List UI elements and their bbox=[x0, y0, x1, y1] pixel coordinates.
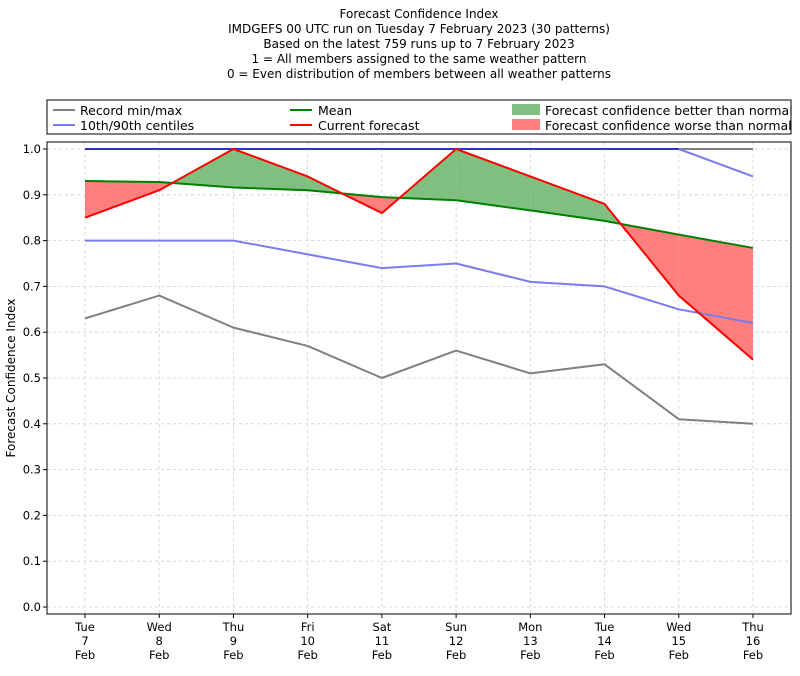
chart-subtitle-zero: 0 = Even distribution of members between… bbox=[227, 67, 611, 81]
x-tick-label: Feb bbox=[75, 648, 95, 662]
x-tick-label: Feb bbox=[446, 648, 466, 662]
x-tick-label: 13 bbox=[523, 634, 538, 648]
centile-90-line bbox=[85, 148, 754, 178]
chart-subtitle-run: IMDGEFS 00 UTC run on Tuesday 7 February… bbox=[228, 22, 610, 36]
x-tick-label: Thu bbox=[222, 620, 245, 634]
x-tick-label: 7 bbox=[81, 634, 88, 648]
y-axis-label: Forecast Confidence Index bbox=[4, 299, 18, 458]
legend-worse-swatch bbox=[512, 119, 540, 130]
grid-lines bbox=[47, 142, 791, 614]
mean-line bbox=[84, 180, 754, 249]
chart-legend: Record min/max 10th/90th centiles Mean C… bbox=[46, 99, 793, 135]
legend-current-label: Current forecast bbox=[318, 118, 420, 133]
y-axis-ticks: 0.0 0.1 0.2 0.3 0.4 0.5 0.6 0.7 0.8 0.9 1.0 bbox=[23, 142, 47, 614]
x-tick-label: 11 bbox=[375, 634, 390, 648]
y-tick-label: 0.5 bbox=[23, 371, 41, 385]
x-tick-label: 8 bbox=[156, 634, 163, 648]
x-tick-label: Feb bbox=[223, 648, 243, 662]
x-tick-label: Sat bbox=[372, 620, 391, 634]
y-tick-label: 0.2 bbox=[23, 508, 41, 522]
x-tick-label: 9 bbox=[230, 634, 237, 648]
x-tick-label: Feb bbox=[297, 648, 317, 662]
y-tick-label: 0.0 bbox=[23, 600, 41, 614]
x-tick-label: Feb bbox=[594, 648, 614, 662]
better-than-normal-area bbox=[456, 149, 531, 211]
current-forecast-line bbox=[84, 148, 754, 361]
series-lines bbox=[84, 148, 754, 425]
better-than-normal-area bbox=[530, 176, 605, 221]
legend-frame bbox=[46, 99, 792, 135]
y-tick-label: 0.3 bbox=[23, 463, 41, 477]
legend-centiles-label: 10th/90th centiles bbox=[80, 118, 194, 133]
legend-better-label: Forecast confidence better than normal bbox=[545, 103, 793, 118]
better-than-normal-area bbox=[233, 149, 308, 191]
centile-10-line bbox=[85, 239, 754, 325]
chart-title: Forecast Confidence Index bbox=[340, 7, 499, 21]
x-tick-label: Tue bbox=[74, 620, 95, 634]
x-axis-ticks: Tue7FebWed8FebThu9FebFri10FebSat11FebSun… bbox=[74, 614, 764, 662]
legend-record-label: Record min/max bbox=[80, 103, 182, 118]
x-tick-label: Mon bbox=[518, 620, 542, 634]
chart-subtitle-one: 1 = All members assigned to the same wea… bbox=[252, 52, 587, 66]
x-tick-label: Fri bbox=[301, 620, 315, 634]
legend-mean-label: Mean bbox=[318, 103, 352, 118]
record-min-line bbox=[84, 294, 754, 425]
x-tick-label: Feb bbox=[520, 648, 540, 662]
legend-worse-label: Forecast confidence worse than normal bbox=[545, 118, 792, 133]
y-tick-label: 0.7 bbox=[23, 279, 41, 293]
x-tick-label: Sun bbox=[445, 620, 467, 634]
y-tick-label: 0.8 bbox=[23, 234, 41, 248]
x-tick-label: 15 bbox=[671, 634, 686, 648]
x-tick-label: Tue bbox=[594, 620, 615, 634]
y-tick-label: 0.1 bbox=[23, 554, 41, 568]
legend-better-swatch bbox=[512, 104, 540, 115]
y-tick-label: 0.9 bbox=[23, 188, 41, 202]
x-tick-label: Feb bbox=[372, 648, 392, 662]
x-tick-label: 16 bbox=[746, 634, 761, 648]
x-tick-label: Feb bbox=[149, 648, 169, 662]
x-tick-label: 10 bbox=[300, 634, 315, 648]
x-tick-label: Thu bbox=[741, 620, 764, 634]
worse-than-normal-area bbox=[678, 234, 753, 360]
x-tick-label: 12 bbox=[449, 634, 464, 648]
x-tick-label: 14 bbox=[597, 634, 612, 648]
y-tick-label: 1.0 bbox=[23, 142, 41, 156]
x-tick-label: Feb bbox=[669, 648, 689, 662]
chart-titles: Forecast Confidence Index IMDGEFS 00 UTC… bbox=[227, 7, 611, 81]
y-tick-label: 0.4 bbox=[23, 417, 41, 431]
x-tick-label: Wed bbox=[666, 620, 691, 634]
x-tick-label: Wed bbox=[147, 620, 172, 634]
y-tick-label: 0.6 bbox=[23, 325, 41, 339]
worse-than-normal-area bbox=[85, 181, 160, 218]
x-tick-label: Feb bbox=[743, 648, 763, 662]
chart-subtitle-runs: Based on the latest 759 runs up to 7 Feb… bbox=[263, 37, 574, 51]
